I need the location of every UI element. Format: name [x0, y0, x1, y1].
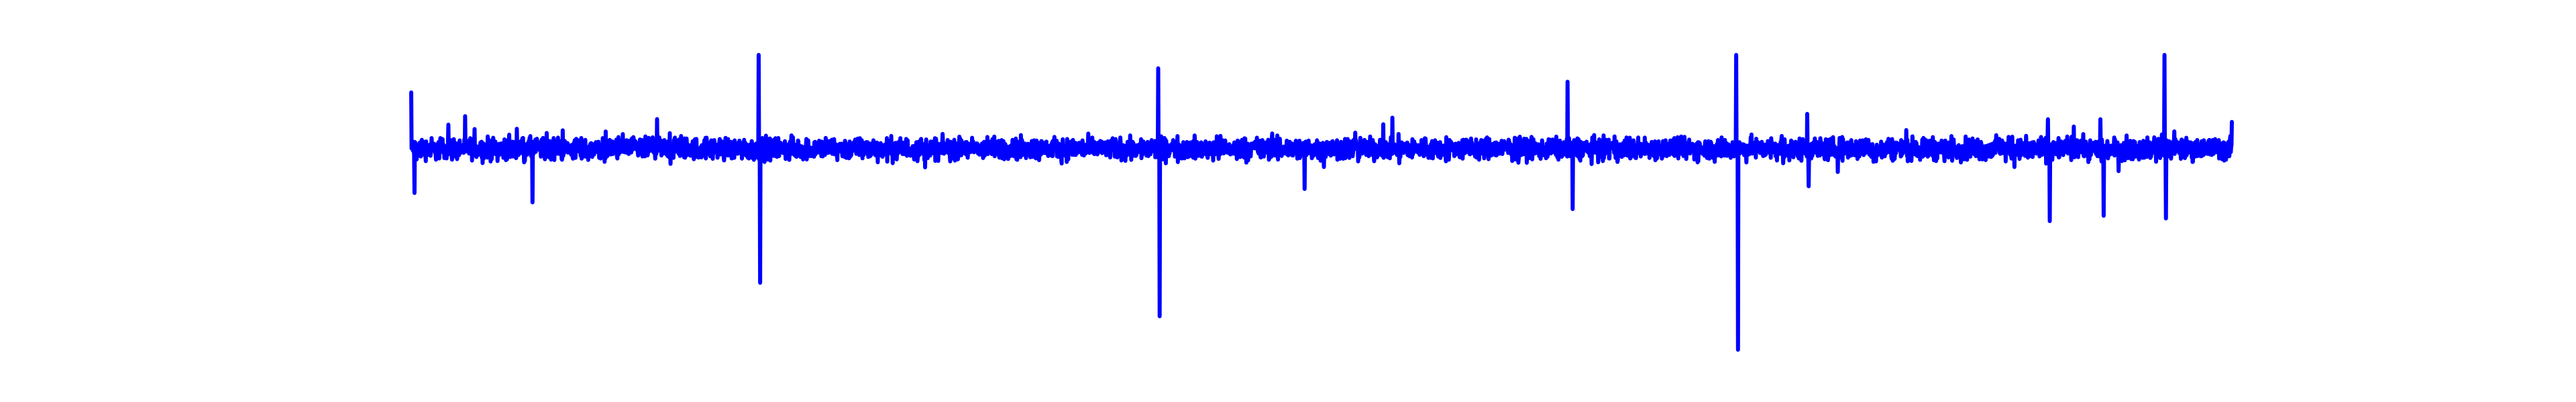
series-line	[409, 53, 2234, 352]
